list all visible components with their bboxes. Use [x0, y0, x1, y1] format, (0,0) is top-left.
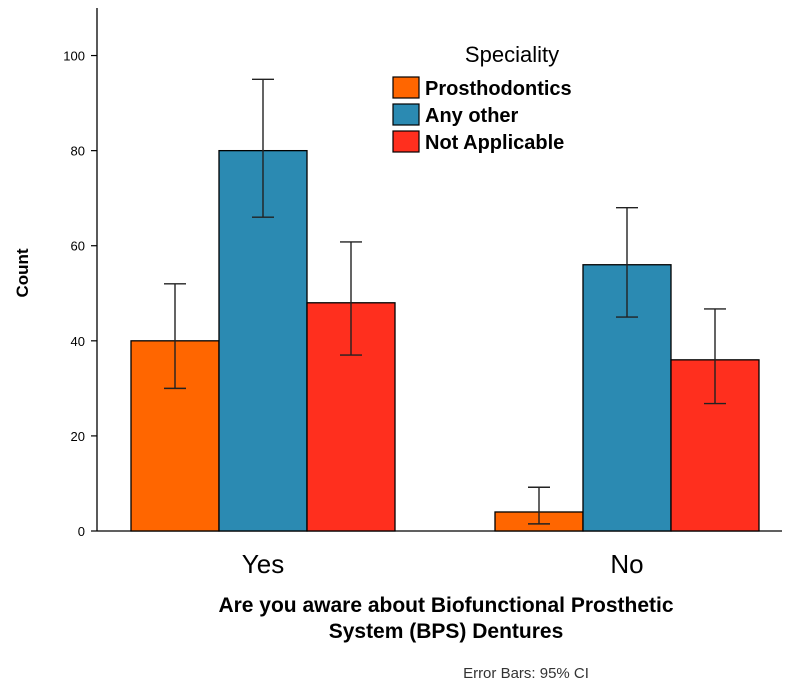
error-bar — [528, 486, 550, 525]
legend: Speciality Prosthodontics Any other Not Ap… — [392, 42, 572, 154]
bars — [130, 149, 760, 532]
error-bar — [616, 206, 638, 318]
error-bars-footnote: Error Bars: 95% CI — [463, 665, 589, 682]
x-axis-title-line-1: Are you aware about Biofunctional Prosth… — [218, 594, 673, 617]
legend-swatch — [392, 130, 420, 153]
error-bars — [164, 78, 726, 525]
legend-item: Not Applicable — [392, 130, 564, 154]
x-category-labels: Yes No — [242, 549, 644, 579]
error-bar — [340, 241, 362, 356]
legend-swatch — [392, 103, 420, 126]
legend-title: Speciality — [465, 42, 559, 67]
legend-item: Prosthodontics — [392, 76, 572, 100]
error-bar — [704, 308, 726, 405]
legend-item: Any other — [392, 103, 519, 127]
y-axis-title: Count — [13, 248, 32, 297]
error-bar — [164, 283, 186, 390]
legend-label: Prosthodontics — [425, 78, 572, 100]
legend-label: Not Applicable — [425, 132, 564, 154]
y-ticks: 0 20 40 60 80 100 — [63, 49, 97, 539]
y-tick-label: 20 — [71, 429, 85, 444]
y-tick-label: 80 — [71, 144, 85, 159]
y-tick-label: 100 — [63, 49, 85, 64]
x-category-label: No — [610, 549, 643, 579]
y-tick-label: 0 — [78, 524, 85, 539]
error-bar — [252, 78, 274, 218]
x-axis-title-line-2: System (BPS) Dentures — [329, 620, 564, 643]
legend-swatch — [392, 76, 420, 99]
y-tick-label: 40 — [71, 334, 85, 349]
x-category-label: Yes — [242, 549, 284, 579]
legend-items: Prosthodontics Any other Not Applicable — [392, 76, 572, 154]
legend-label: Any other — [425, 105, 519, 127]
y-tick-label: 60 — [71, 239, 85, 254]
